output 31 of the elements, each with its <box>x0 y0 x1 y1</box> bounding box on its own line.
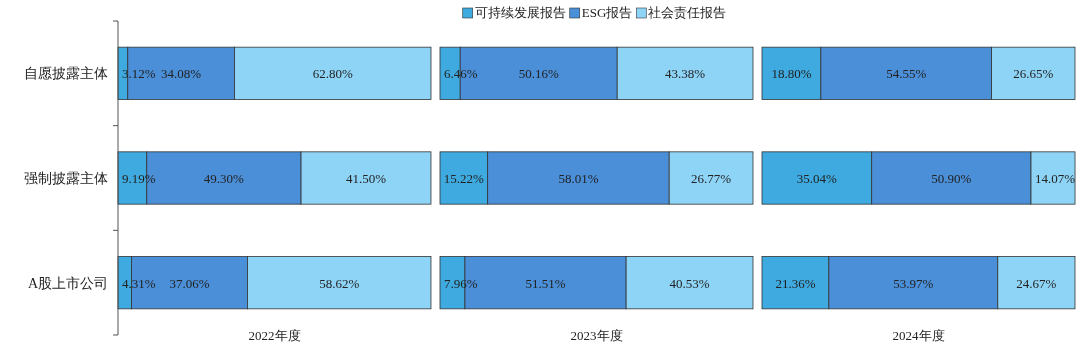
x-axis-title: 2023年度 <box>570 328 623 343</box>
x-axis-title: 2024年度 <box>892 328 945 343</box>
data-label: 51.51% <box>525 275 566 291</box>
data-label: 54.55% <box>886 66 927 82</box>
data-label: 49.30% <box>203 171 245 186</box>
data-label: 50.90% <box>931 171 972 186</box>
data-label: 35.04% <box>796 171 838 186</box>
data-label: 26.65% <box>1013 66 1054 82</box>
legend-label: 可持续发展报告 <box>474 5 566 20</box>
data-label: 15.22% <box>443 171 485 186</box>
data-label: 18.80% <box>771 66 812 82</box>
data-label: 40.53% <box>669 275 710 291</box>
data-label: 26.77% <box>691 171 732 186</box>
y-tick-label: A股上市公司 <box>27 275 108 291</box>
data-label: 58.01% <box>558 171 599 186</box>
y-tick-label: 强制披露主体 <box>24 171 108 186</box>
data-label: 34.08% <box>161 66 202 82</box>
data-label: 41.50% <box>345 171 387 186</box>
y-tick-label: 自愿披露主体 <box>24 66 108 82</box>
data-label: 53.97% <box>893 275 934 291</box>
legend-label: 社会责任报告 <box>648 5 727 20</box>
data-label: 58.62% <box>319 275 360 291</box>
data-label: 24.67% <box>1016 275 1057 291</box>
data-label: 14.07% <box>1034 171 1076 186</box>
legend-label: ESG报告 <box>581 5 633 20</box>
data-label: 21.36% <box>775 275 816 291</box>
data-label: 43.38% <box>665 66 706 82</box>
data-label: 50.16% <box>518 66 559 82</box>
x-axis-title: 2022年度 <box>248 328 301 343</box>
data-label: 62.80% <box>312 66 353 82</box>
data-label: 37.06% <box>169 275 210 291</box>
